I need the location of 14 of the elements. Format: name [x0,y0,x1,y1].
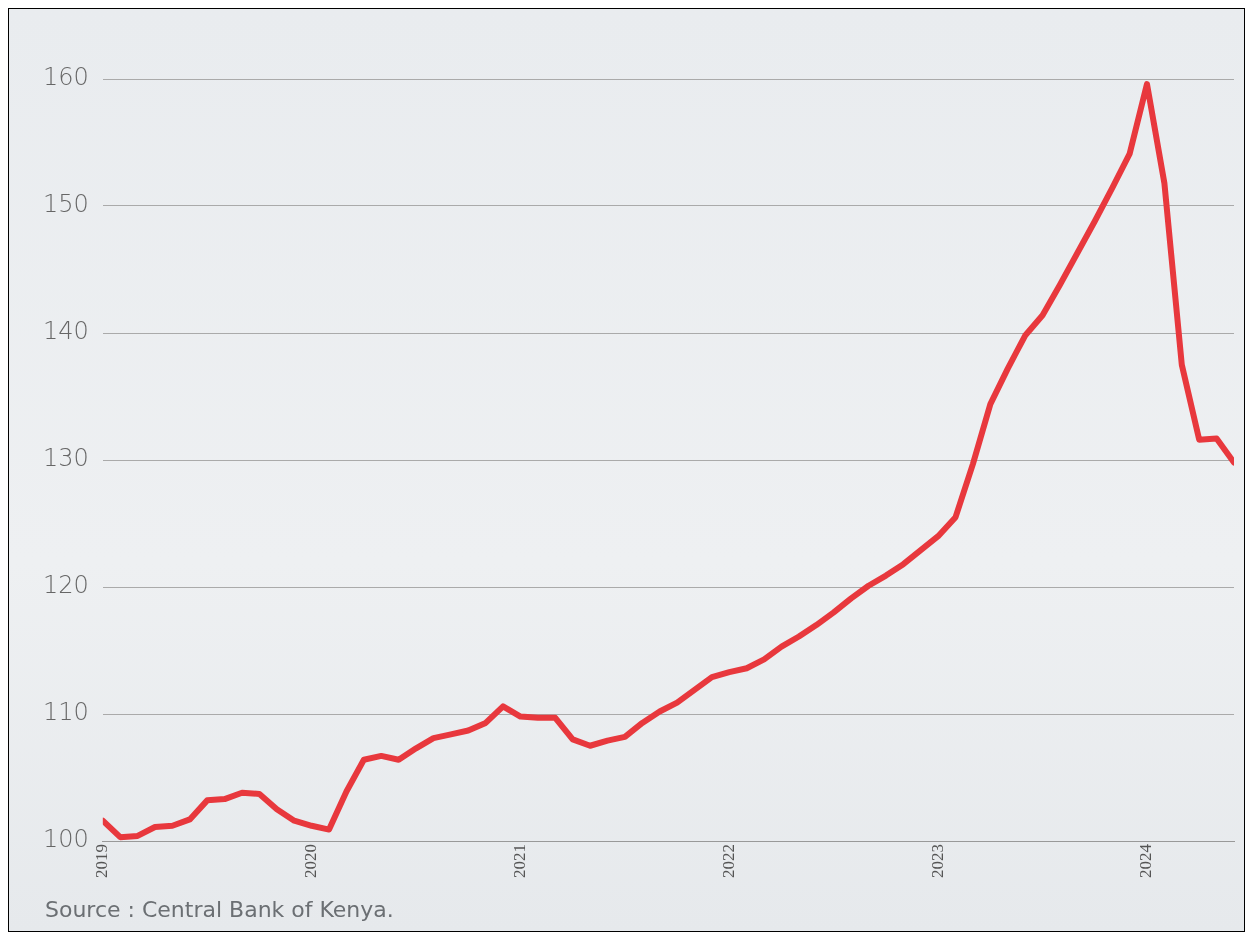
source-note: Source : Central Bank of Kenya. [45,897,394,922]
x-tick-label: 2022 [718,844,738,878]
y-tick-label: 100 [43,825,89,854]
x-tick-label: 2019 [92,844,112,878]
x-tick-label: 2023 [927,844,947,878]
x-tick-label: 2020 [301,844,321,878]
y-tick-label: 140 [43,317,89,346]
x-tick-label: 2024 [1136,843,1156,878]
y-tick-label: 160 [43,63,89,92]
y-tick-label: 110 [43,698,89,727]
y-tick-label: 130 [43,444,89,473]
y-tick-label: 120 [43,571,89,600]
y-tick-label: 150 [43,190,89,219]
x-tick-label: 2021 [509,844,529,878]
